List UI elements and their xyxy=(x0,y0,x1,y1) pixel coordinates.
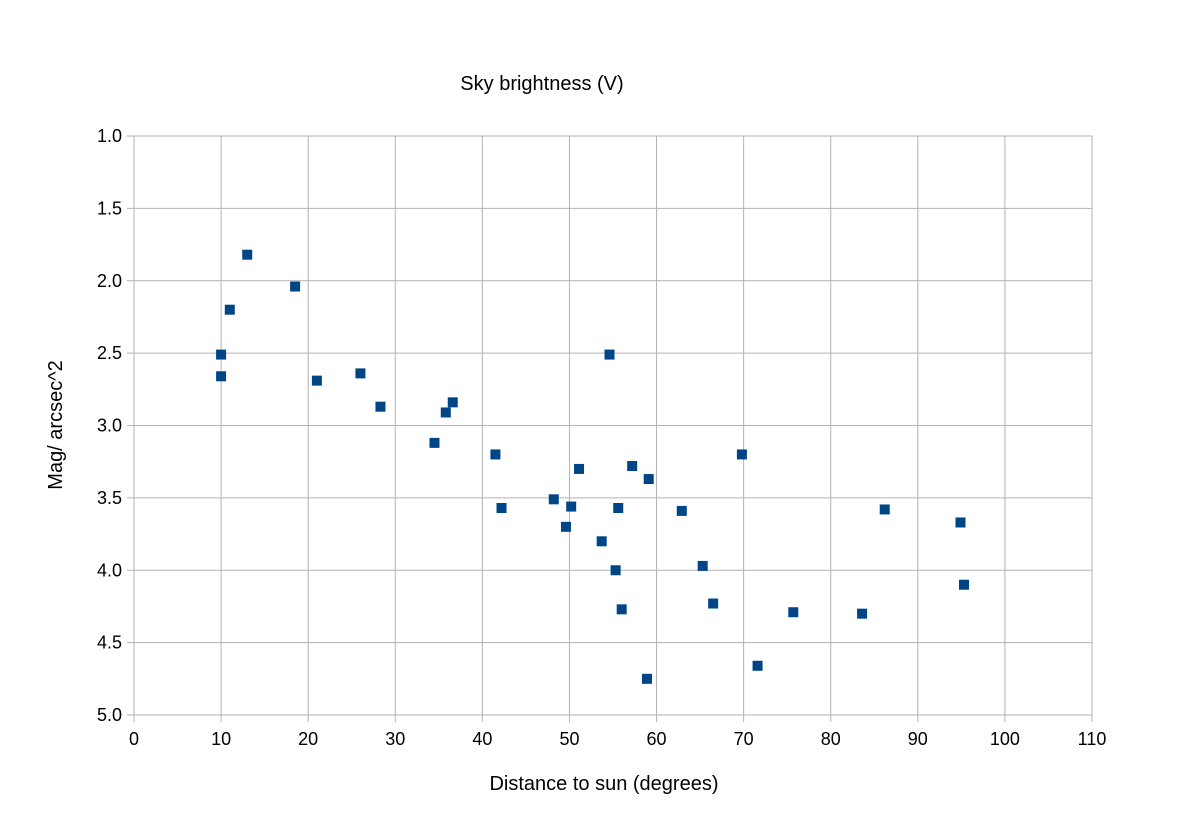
y-tick-label: 4.5 xyxy=(97,633,122,653)
data-point xyxy=(560,521,571,532)
x-tick-label: 90 xyxy=(908,729,928,749)
y-tick-label: 3.0 xyxy=(97,416,122,436)
data-point xyxy=(610,565,621,576)
data-point xyxy=(490,449,501,460)
data-points xyxy=(216,249,969,684)
x-tick-label: 20 xyxy=(298,729,318,749)
data-point xyxy=(548,494,559,505)
data-point xyxy=(643,474,654,485)
data-point xyxy=(708,598,719,609)
data-point xyxy=(355,368,366,379)
data-point xyxy=(613,503,624,514)
data-point xyxy=(574,463,585,474)
data-point xyxy=(216,371,227,382)
y-tick-labels: 1.0 1.5 2.0 2.5 3.0 3.5 4.0 4.5 5.0 xyxy=(97,126,122,725)
x-tick-label: 40 xyxy=(472,729,492,749)
data-point xyxy=(616,604,627,615)
y-tick-label: 4.0 xyxy=(97,560,122,580)
data-point xyxy=(429,437,440,448)
x-tick-label: 100 xyxy=(990,729,1020,749)
data-point xyxy=(311,375,322,386)
data-point xyxy=(216,349,227,360)
data-point xyxy=(788,607,799,618)
grid-lines xyxy=(127,135,1093,722)
data-point xyxy=(596,536,607,547)
data-point xyxy=(736,449,747,460)
data-point xyxy=(496,503,507,514)
x-tick-label: 30 xyxy=(385,729,405,749)
x-tick-label: 0 xyxy=(129,729,139,749)
y-tick-label: 1.0 xyxy=(97,126,122,146)
y-tick-label: 3.5 xyxy=(97,488,122,508)
x-tick-label: 10 xyxy=(211,729,231,749)
x-tick-label: 60 xyxy=(647,729,667,749)
y-tick-label: 1.5 xyxy=(97,198,122,218)
data-point xyxy=(290,281,301,292)
x-tick-label: 80 xyxy=(821,729,841,749)
x-axis-label: Distance to sun (degrees) xyxy=(489,773,718,795)
x-tick-label: 70 xyxy=(734,729,754,749)
data-point xyxy=(879,504,890,515)
y-axis-label: Mag/ arcsec^2 xyxy=(45,360,67,489)
plot-area-border xyxy=(133,135,1093,716)
y-tick-label: 5.0 xyxy=(97,705,122,725)
chart-title: Sky brightness (V) xyxy=(460,73,623,95)
x-tick-label: 110 xyxy=(1078,729,1107,749)
x-tick-label: 50 xyxy=(559,729,579,749)
data-point xyxy=(752,660,763,671)
data-point xyxy=(627,461,638,472)
x-tick-labels: 0 10 20 30 40 50 60 70 80 90 100 110 xyxy=(129,729,1106,749)
data-point xyxy=(375,401,386,412)
data-point xyxy=(440,407,451,418)
data-point xyxy=(857,608,868,619)
data-point xyxy=(676,505,687,516)
data-point xyxy=(697,560,708,571)
y-tick-label: 2.0 xyxy=(97,271,122,291)
data-point xyxy=(955,517,966,528)
data-point xyxy=(447,397,458,408)
data-point xyxy=(604,349,615,360)
data-point xyxy=(242,249,253,260)
data-point xyxy=(641,673,652,684)
data-point xyxy=(958,579,969,590)
data-point xyxy=(566,501,577,512)
data-point xyxy=(224,304,235,315)
y-tick-label: 2.5 xyxy=(97,343,122,363)
axes xyxy=(133,135,1093,716)
